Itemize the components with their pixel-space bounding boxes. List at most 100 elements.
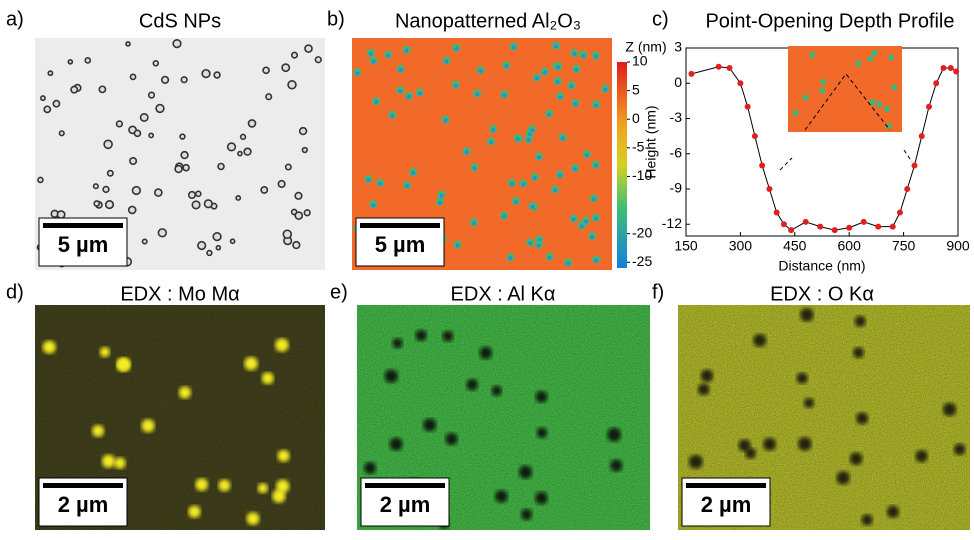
scale-line	[360, 223, 440, 228]
particle	[53, 101, 59, 107]
spot	[689, 455, 703, 469]
pit-core	[581, 54, 585, 58]
panel-label: f)	[652, 281, 664, 303]
pit-core	[594, 164, 598, 168]
spot	[272, 489, 285, 502]
particle	[44, 106, 50, 112]
point	[890, 224, 896, 230]
spot	[536, 391, 548, 403]
y-tick-label: 0	[674, 74, 682, 90]
pit-core	[502, 93, 506, 97]
x-tick-label: 900	[946, 238, 970, 254]
spot	[364, 462, 376, 474]
colorbar-tick-label: -25	[632, 253, 652, 269]
y-tick-label: -3	[670, 109, 683, 125]
spot	[384, 369, 397, 382]
scale-bar: 2 µm	[361, 478, 449, 526]
spot	[607, 428, 621, 442]
scale-bar: 2 µm	[39, 478, 127, 526]
pit-core	[594, 258, 598, 262]
panel-label: d)	[6, 281, 24, 303]
y-axis-label: Height (nm)	[643, 105, 659, 178]
x-tick-label: 600	[838, 238, 862, 254]
pit-core	[504, 64, 508, 68]
spot	[43, 341, 56, 354]
particle	[133, 187, 141, 195]
particle	[156, 105, 164, 113]
particle	[189, 192, 196, 199]
spot	[258, 483, 268, 493]
particle	[149, 92, 155, 98]
spot	[114, 457, 125, 468]
scale-label: 2 µm	[701, 492, 752, 517]
particle	[71, 86, 77, 92]
pit-core	[411, 171, 415, 175]
spot	[804, 398, 814, 408]
inset-pit	[809, 52, 815, 58]
y-tick-label: -12	[662, 215, 682, 231]
spot	[855, 316, 866, 327]
particle	[175, 166, 182, 173]
point	[846, 225, 852, 231]
particle	[300, 128, 307, 135]
point	[788, 227, 794, 233]
particle	[41, 96, 45, 100]
pit-core	[537, 155, 541, 159]
spot	[423, 418, 436, 431]
pit-core	[491, 128, 495, 132]
spot	[466, 379, 478, 391]
point	[759, 163, 765, 169]
particle	[99, 86, 105, 92]
particle	[288, 81, 296, 89]
particle	[173, 40, 181, 48]
spot	[954, 444, 966, 456]
spot	[247, 512, 260, 525]
spot	[392, 338, 402, 348]
particle	[108, 171, 113, 176]
spot	[887, 506, 899, 518]
colorbar-tick-label: 5	[632, 81, 640, 97]
scale-bar: 5 µm	[39, 218, 127, 266]
chart-title: Point-Opening Depth Profile	[705, 10, 954, 32]
pit-core	[475, 92, 479, 96]
spot	[798, 437, 812, 451]
particle	[295, 212, 302, 219]
point	[875, 224, 881, 230]
particle	[214, 72, 220, 78]
pit-core	[603, 88, 607, 92]
particle	[106, 201, 114, 209]
spot	[763, 438, 776, 451]
pit-core	[594, 217, 598, 221]
point	[781, 221, 787, 227]
spot	[218, 480, 230, 492]
particle	[238, 152, 242, 156]
spot	[861, 514, 872, 525]
particle	[94, 201, 99, 206]
pit-core	[514, 200, 518, 204]
pit-core	[556, 80, 560, 84]
pit-core	[558, 173, 562, 177]
inset	[788, 46, 902, 132]
particle	[295, 193, 302, 200]
inset-pit	[803, 95, 809, 101]
pit-core	[535, 76, 539, 80]
particle	[196, 191, 201, 196]
point	[919, 133, 925, 139]
particle	[180, 134, 185, 139]
pit-core	[479, 69, 483, 73]
pit-core	[465, 150, 469, 154]
spot	[100, 347, 110, 357]
spot	[275, 338, 288, 351]
scale-line	[686, 483, 766, 488]
particle	[286, 164, 291, 169]
pit-core	[547, 113, 551, 117]
particle	[85, 58, 90, 63]
spot	[800, 308, 813, 321]
particle	[117, 121, 123, 127]
pit-core	[590, 235, 594, 239]
spot	[142, 419, 155, 432]
pit-core	[531, 205, 535, 209]
panel-label: c)	[652, 8, 669, 30]
pit-core	[454, 47, 458, 51]
particle	[304, 210, 310, 216]
